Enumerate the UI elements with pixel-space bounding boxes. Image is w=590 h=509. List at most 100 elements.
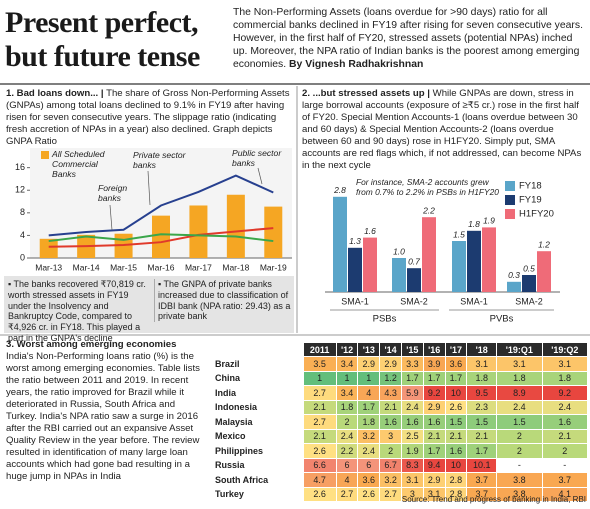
table-cell: 2.2 <box>335 443 359 459</box>
row-label: China <box>212 370 304 386</box>
x-tick-label: SMA-1 <box>460 296 488 306</box>
table-cell: 2.1 <box>302 428 337 444</box>
table-cell: 2.7 <box>335 486 359 502</box>
table-cell: 1 <box>302 370 337 386</box>
legend-label: FY18 <box>519 181 542 192</box>
table-cell: - <box>496 457 543 473</box>
table-cell: 2.4 <box>357 443 381 459</box>
table-cell: 1.8 <box>335 399 359 415</box>
table-cell: 3.6 <box>444 356 468 372</box>
table-cell: 3.1 <box>496 356 543 372</box>
table-cell: 3.9 <box>422 356 446 372</box>
table-row: Indonesia 2.1 1.8 1.7 2.1 2.4 2.9 2.6 2.3 2.4 2.4 <box>212 399 589 415</box>
table-cell: 2.1 <box>444 428 468 444</box>
table-cell: 1.8 <box>357 414 381 430</box>
series-label: Private sector banks <box>133 150 186 170</box>
table-cell: 2.9 <box>357 356 381 372</box>
table-row: Turkey 2.6 2.7 2.6 2.7 3 3.1 2.8 3.7 3.8 4.1 <box>212 486 589 502</box>
note: ▪ The GNPA of private banks increased du… <box>154 279 296 323</box>
table-cell: 2.4 <box>541 399 589 415</box>
table-cell: 2 <box>335 414 359 430</box>
table-cell: 10 <box>444 457 468 473</box>
table-cell: 4 <box>335 472 359 488</box>
title: Present perfect, but future tense <box>5 6 230 74</box>
legend-swatch <box>41 151 49 159</box>
value-label: 1.8 <box>468 219 480 229</box>
byline: By Vignesh Radhakrishnan <box>289 59 424 70</box>
table-cell: 3.1 <box>422 486 446 502</box>
x-tick-label: Mar-18 <box>222 262 249 272</box>
column-header: '12 <box>335 342 359 357</box>
table-cell: 1.7 <box>444 370 468 386</box>
section-heading: 2. ...but stressed assets up | <box>302 88 430 99</box>
x-tick-label: SMA-2 <box>515 296 543 306</box>
table-cell: 1.6 <box>444 443 468 459</box>
label-pointer <box>147 170 151 206</box>
table-cell: 2.8 <box>444 472 468 488</box>
table-cell: 2.9 <box>422 472 446 488</box>
table-header-row: 2011'12'13'14'15'16'17'18'19:Q1'19:Q2 <box>212 342 589 357</box>
column-header: '18 <box>466 342 498 357</box>
section-text: 2. ...but stressed assets up | While GNP… <box>302 88 586 172</box>
table-cell: 9.2 <box>422 385 446 401</box>
table-cell: 8.9 <box>496 385 543 401</box>
table-cell: 3.4 <box>335 385 359 401</box>
value-label: 1.5 <box>453 229 465 239</box>
value-label: 1.9 <box>483 216 495 226</box>
table-cell: 3.1 <box>466 356 498 372</box>
x-tick-label: Mar-14 <box>73 262 100 272</box>
table-row: Brazil 3.5 3.4 2.9 2.9 3.3 3.9 3.6 3.1 3.1 3.1 <box>212 356 589 372</box>
table-cell: 1.5 <box>444 414 468 430</box>
table-cell: 6 <box>335 457 359 473</box>
legend-swatch <box>505 181 515 191</box>
legend-label: FY19 <box>519 195 542 206</box>
table-cell: 2.6 <box>357 486 381 502</box>
table-cell: 4 <box>357 385 381 401</box>
table-row: India 2.7 3.4 4 4.3 5.9 9.2 10 9.5 8.9 9.2 <box>212 385 589 401</box>
table-cell: 8.3 <box>400 457 424 473</box>
section-body: India's Non-Performing loans ratio (%) i… <box>6 351 200 482</box>
value-label: 1.0 <box>393 246 405 256</box>
table-row: Philippines 2.6 2.2 2.4 2 1.9 1.7 1.6 1.7 2 2 <box>212 443 589 459</box>
table-cell: 1.6 <box>422 414 446 430</box>
table-cell: 2.6 <box>444 399 468 415</box>
table-cell: 2.1 <box>422 428 446 444</box>
y-tick-label: 12 <box>15 185 25 195</box>
row-label: Brazil <box>212 356 304 372</box>
table-cell: 2.7 <box>379 486 402 502</box>
table-row: Mexico 2.1 2.4 3.2 3 2.5 2.1 2.1 2.1 2 2.1 <box>212 428 589 444</box>
row-label: Philippines <box>212 443 304 459</box>
source: Source: Trend and progress of banking in… <box>401 495 586 504</box>
table-cell: 1.7 <box>466 443 498 459</box>
line <box>48 233 274 243</box>
table-cell: 2.4 <box>400 399 424 415</box>
bar <box>537 251 551 292</box>
x-tick-label: Mar-19 <box>260 262 287 272</box>
group-label: PSBs <box>373 314 397 325</box>
legend-swatch <box>505 195 515 205</box>
x-tick-label: SMA-1 <box>341 296 369 306</box>
table-cell: 2.5 <box>400 428 424 444</box>
row-label: South Africa <box>212 472 304 488</box>
table-cell: 2.9 <box>379 356 402 372</box>
table-cell: 2.9 <box>422 399 446 415</box>
section-heading: 3. Worst among emerging economies <box>6 339 177 350</box>
table-cell: 1.6 <box>379 414 402 430</box>
table-cell: 1.2 <box>379 370 402 386</box>
series-label: All Scheduled Commercial Banks <box>52 149 105 179</box>
x-tick-label: Mar-17 <box>185 262 212 272</box>
table-cell: 1 <box>357 370 381 386</box>
table-cell: 4.7 <box>302 472 337 488</box>
table-cell: 6.6 <box>302 457 337 473</box>
legend-label: H1FY20 <box>519 209 554 220</box>
table-cell: 3.7 <box>541 472 589 488</box>
table-cell: 1.7 <box>422 370 446 386</box>
table-cell: 2.1 <box>541 428 589 444</box>
table-cell: 10.1 <box>466 457 498 473</box>
table-cell: 6 <box>357 457 381 473</box>
table-cell: - <box>541 457 589 473</box>
table-cell: 2.7 <box>302 385 337 401</box>
value-label: 1.2 <box>538 239 550 249</box>
bar <box>467 230 481 292</box>
bar <box>363 237 377 292</box>
